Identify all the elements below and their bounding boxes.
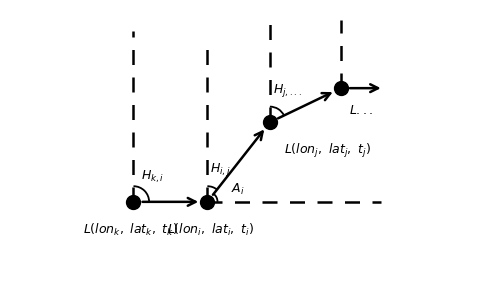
Text: $L(lon_k,\ lat_k,\ t_k)$: $L(lon_k,\ lat_k,\ t_k)$ <box>83 222 178 238</box>
Text: $H_{i,j}$: $H_{i,j}$ <box>210 162 231 178</box>
Text: $L(lon_i,\ lat_i,\ t_i)$: $L(lon_i,\ lat_i,\ t_i)$ <box>167 222 254 238</box>
Text: $A_i$: $A_i$ <box>231 182 244 197</box>
Text: $H_{j,...}$: $H_{j,...}$ <box>273 82 302 99</box>
Text: $L...$: $L...$ <box>350 104 374 117</box>
Text: $L(lon_j,\ lat_j,\ t_j)$: $L(lon_j,\ lat_j,\ t_j)$ <box>284 142 371 160</box>
Text: $H_{k,i}$: $H_{k,i}$ <box>142 168 165 185</box>
